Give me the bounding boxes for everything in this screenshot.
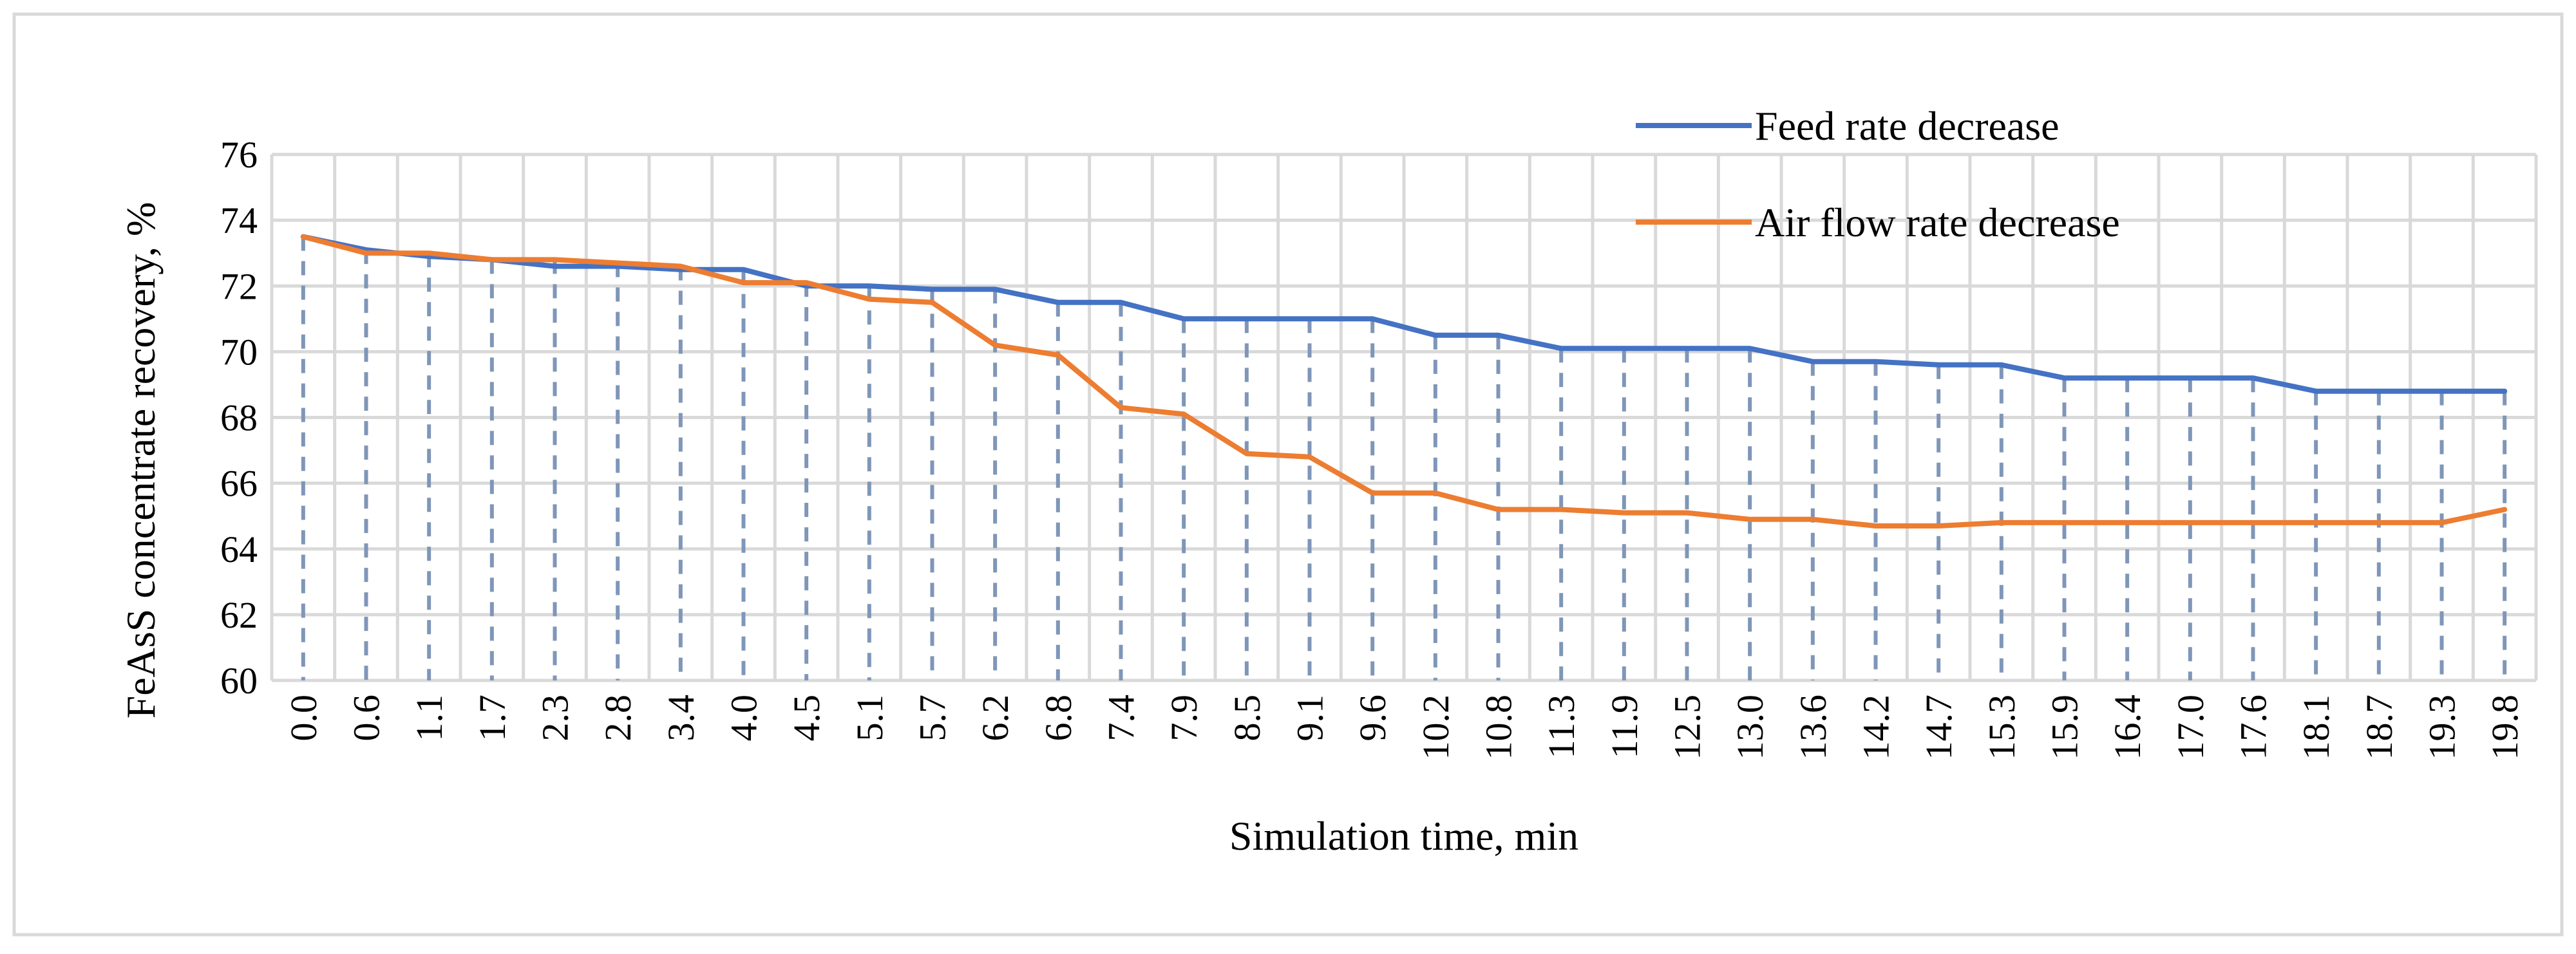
y-tick-label: 72 <box>220 265 258 307</box>
y-axis-ticks: 60 62 64 66 68 70 72 74 76 <box>220 134 258 702</box>
x-tick-label: 8.5 <box>1226 695 1268 742</box>
series-lines <box>300 234 2508 528</box>
drop-lines <box>301 236 2507 680</box>
x-tick-label: 1.7 <box>471 695 513 742</box>
x-tick-label: 9.6 <box>1352 695 1394 742</box>
y-tick-label: 76 <box>220 134 258 176</box>
x-tick-label: 10.2 <box>1415 695 1457 760</box>
series-line-2 <box>300 234 2508 528</box>
x-tick-label: 18.1 <box>2295 695 2337 760</box>
legend-label-1: Feed rate decrease <box>1755 103 2060 149</box>
x-tick-label: 11.3 <box>1540 695 1582 758</box>
x-tick-label: 6.8 <box>1037 695 1079 742</box>
chart-border <box>12 12 2564 937</box>
legend: Feed rate decrease Air flow rate decrease <box>1636 103 2120 245</box>
y-tick-label: 70 <box>220 331 258 373</box>
y-tick-label: 62 <box>220 594 258 636</box>
x-tick-label: 0.0 <box>283 695 325 742</box>
x-tick-label: 14.7 <box>1918 695 1960 760</box>
x-tick-label: 4.0 <box>723 695 765 742</box>
x-tick-label: 3.4 <box>660 695 702 742</box>
x-tick-label: 0.6 <box>346 695 388 742</box>
series-line-1 <box>300 234 2508 394</box>
x-tick-label: 5.7 <box>912 695 954 742</box>
x-tick-label: 10.8 <box>1478 695 1520 760</box>
x-tick-label: 12.5 <box>1667 695 1709 760</box>
x-tick-label: 15.9 <box>2044 695 2086 760</box>
x-tick-label: 17.6 <box>2233 695 2275 760</box>
x-tick-label: 19.8 <box>2484 695 2526 760</box>
x-tick-label: 5.1 <box>849 695 891 742</box>
x-tick-label: 17.0 <box>2170 695 2211 760</box>
x-tick-label: 7.4 <box>1101 695 1142 742</box>
y-tick-label: 64 <box>220 528 258 570</box>
y-tick-label: 60 <box>220 660 258 702</box>
x-tick-label: 6.2 <box>974 695 1016 742</box>
x-tick-label: 9.1 <box>1289 695 1331 742</box>
y-tick-label: 68 <box>220 397 258 439</box>
x-tick-label: 1.1 <box>408 695 450 742</box>
y-tick-label: 66 <box>220 463 258 505</box>
x-tick-label: 18.7 <box>2358 695 2400 760</box>
x-axis-ticks: 0.0 0.6 1.1 1.7 2.3 2.8 3.4 4.0 4.5 5.1 5.7 6.2 6.8 7… <box>283 695 2526 760</box>
x-tick-label: 2.3 <box>535 695 576 742</box>
y-tick-label: 74 <box>220 200 258 241</box>
x-tick-label: 15.3 <box>1981 695 2023 760</box>
x-axis-title: Simulation time, min <box>1229 813 1578 859</box>
x-tick-label: 13.6 <box>1792 695 1834 760</box>
x-tick-label: 2.8 <box>597 695 639 742</box>
x-tick-label: 4.5 <box>786 695 828 742</box>
x-tick-label: 19.3 <box>2421 695 2463 760</box>
x-tick-label: 11.9 <box>1604 695 1645 758</box>
x-tick-label: 13.0 <box>1729 695 1771 760</box>
gridlines <box>270 153 2538 682</box>
legend-label-2: Air flow rate decrease <box>1755 200 2120 245</box>
x-tick-label: 14.2 <box>1855 695 1897 760</box>
x-tick-label: 16.4 <box>2107 695 2148 760</box>
y-axis-title: FeAsS concentrate recovery, % <box>118 202 164 719</box>
x-tick-label: 7.9 <box>1163 695 1205 742</box>
